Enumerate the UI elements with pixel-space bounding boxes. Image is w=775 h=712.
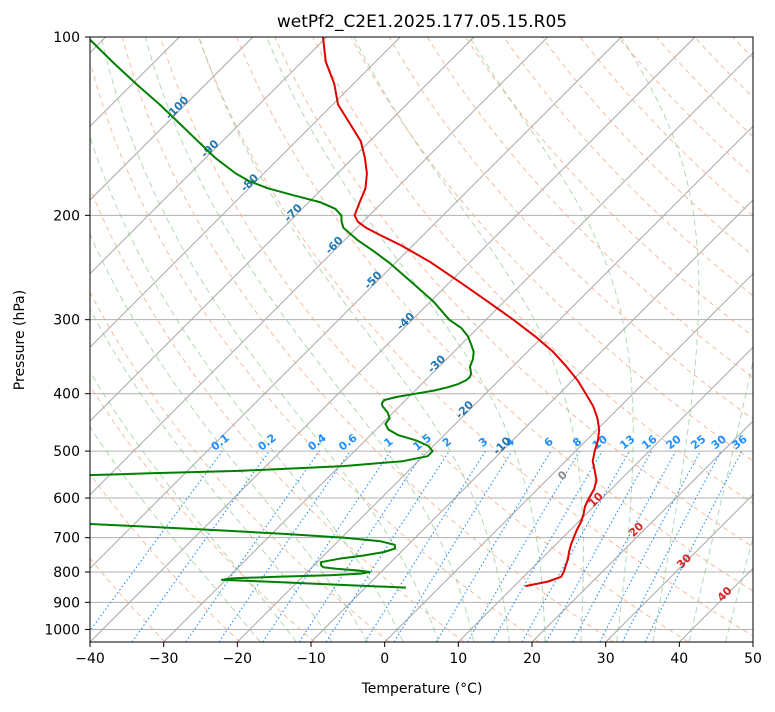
y-axis-label: Pressure (hPa) (12, 290, 28, 390)
y-tick-label: 500 (53, 444, 80, 460)
x-tick-label: 30 (597, 651, 615, 667)
y-tick-label: 600 (53, 491, 80, 507)
x-tick-label: 0 (380, 651, 389, 667)
x-tick-label: −20 (223, 651, 253, 667)
x-tick-label: 40 (670, 651, 688, 667)
x-tick-label: −10 (296, 651, 326, 667)
x-tick-label: 50 (744, 651, 762, 667)
y-tick-label: 900 (53, 595, 80, 611)
x-tick-label: 20 (523, 651, 541, 667)
y-tick-label: 100 (53, 30, 80, 46)
y-tick-label: 1000 (44, 622, 80, 638)
chart-title: wetPf2_C2E1.2025.177.05.15.R05 (277, 12, 567, 32)
x-axis-label: Temperature (°C) (361, 681, 483, 697)
y-tick-label: 400 (53, 387, 80, 403)
y-tick-label: 200 (53, 208, 80, 224)
x-tick-label: −30 (149, 651, 179, 667)
x-tick-label: 10 (449, 651, 467, 667)
y-tick-label: 700 (53, 531, 80, 547)
x-tick-label: −40 (75, 651, 105, 667)
y-tick-label: 300 (53, 313, 80, 329)
y-tick-label: 800 (53, 565, 80, 581)
